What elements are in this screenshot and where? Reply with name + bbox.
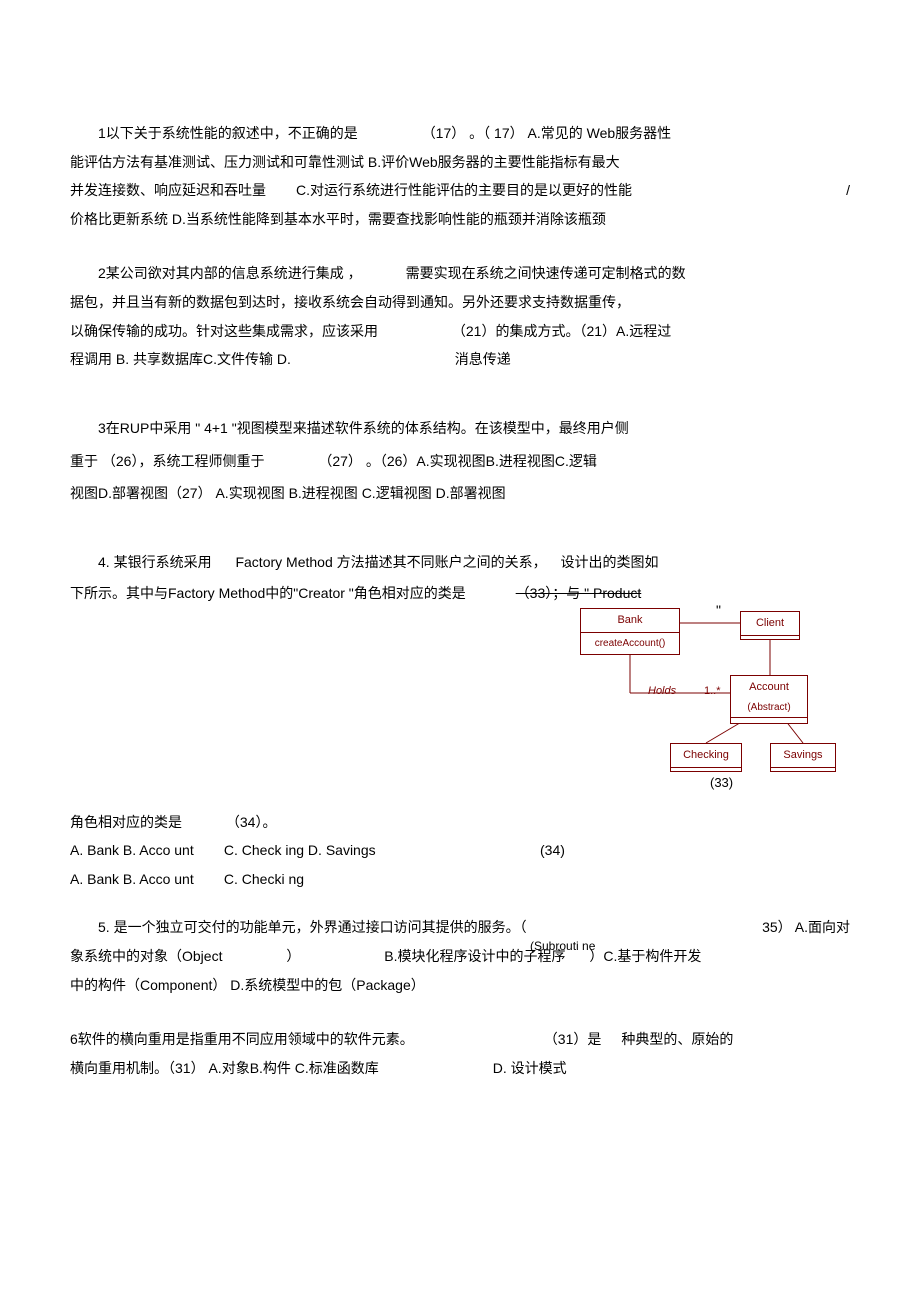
q4-text: A. Bank B. Acco unt: [70, 866, 220, 893]
q4-text: 4. 某银行系统采用: [70, 549, 212, 576]
q6-text: 种典型的、原始的: [621, 1026, 733, 1053]
q4-after-line: 角色相对应的类是 （34）。: [70, 809, 850, 836]
uml-diagram: Bank createAccount() Client Account (Abs…: [560, 603, 850, 793]
uml-bank-method: createAccount(): [581, 633, 679, 654]
q5-text: ）: [286, 943, 300, 970]
q4-text: Factory Method 方法描述其不同账户之间的关系，: [235, 549, 546, 576]
q1-line2: 能评估方法有基准测试、压力测试和可靠性测试 B.评价Web服务器的主要性能指标有…: [70, 149, 850, 176]
q2-line3: 以确保传输的成功。针对这些集成需求，应该采用 （21）的集成方式。（21）A.远…: [70, 318, 850, 345]
q6-text: 横向重用机制。（31） A.对象B.构件 C.标准函数库: [70, 1060, 379, 1076]
q3-line1: 3在RUP中采用 " 4+1 "视图模型来描述软件系统的体系结构。在该模型中，最…: [70, 413, 850, 444]
q1-text: 1以下关于系统性能的叙述中，不正确的是: [70, 120, 358, 147]
q1-text: C.对运行系统进行性能评估的主要目的是以更好的性能: [296, 177, 846, 204]
q5-text: 5. 是一个独立可交付的功能单元，外界通过接口访问其提供的服务。（: [70, 914, 527, 941]
q2-text: 消息传递: [455, 346, 511, 373]
q2-line2: 据包，并且当有新的数据包到达时，接收系统会自动得到通知。另外还要求支持数据重传，: [70, 289, 850, 316]
question-1: 1以下关于系统性能的叙述中，不正确的是 （17） 。（ 17） A.常见的 We…: [70, 120, 850, 232]
uml-savings-label: Savings: [771, 744, 835, 767]
q1-line3: 并发连接数、响应延迟和吞吐量 C.对运行系统进行性能评估的主要目的是以更好的性能…: [70, 177, 850, 204]
uml-holds-label: Holds: [648, 681, 676, 702]
q6-line2: 横向重用机制。（31） A.对象B.构件 C.标准函数库 D. 设计模式: [70, 1055, 850, 1082]
q5-line2: 象系统中的对象（Object ） B.模块化程序设计中的子程序 (Subrout…: [70, 943, 850, 970]
q2-text: 2某公司欲对其内部的信息系统进行集成 ，: [70, 260, 362, 287]
uml-bank: Bank createAccount(): [580, 608, 680, 655]
uml-account: Account (Abstract): [730, 675, 808, 724]
q6-text: （31）是: [544, 1026, 602, 1053]
question-6: 6软件的横向重用是指重用不同应用领域中的软件元素。 （31）是 种典型的、原始的…: [70, 1026, 850, 1081]
q1-line4: 价格比更新系统 D.当系统性能降到基本水平时，需要查找影响性能的瓶颈并消除该瓶颈: [70, 206, 850, 233]
q4-text: （34）。: [226, 809, 277, 836]
uml-client-label: Client: [741, 612, 799, 635]
uml-account-label: Account: [737, 677, 801, 698]
q4-text: (34): [540, 837, 565, 864]
q4-opts33: A. Bank B. Acco unt C. Check ing D. Savi…: [70, 837, 850, 864]
uml-bank-label: Bank: [581, 609, 679, 633]
q4-ref33: (33): [710, 771, 733, 796]
q4-after: 角色相对应的类是 （34）。 A. Bank B. Acco unt C. Ch…: [70, 809, 850, 893]
q2-line1: 2某公司欲对其内部的信息系统进行集成 ， 需要实现在系统之间快速传递可定制格式的…: [70, 260, 850, 287]
uml-checking-label: Checking: [671, 744, 741, 767]
q4-quote: ": [716, 597, 721, 624]
q6-text: 6软件的横向重用是指重用不同应用领域中的软件元素。: [70, 1026, 414, 1053]
uml-account-sub: (Abstract): [737, 698, 801, 717]
q2-text: （21）的集成方式。（21）A.远程过: [452, 318, 671, 345]
q6-text: D. 设计模式: [493, 1055, 567, 1082]
q4-text: 设计出的类图如: [561, 549, 659, 576]
q1-text: 并发连接数、响应延迟和吞吐量: [70, 177, 266, 204]
q4-intro: 4. 某银行系统采用 Factory Method 方法描述其不同账户之间的关系…: [70, 549, 850, 608]
uml-mult-label: 1..*: [704, 681, 721, 702]
q5-line1: 5. 是一个独立可交付的功能单元，外界通过接口访问其提供的服务。（ 35） A.…: [70, 914, 850, 941]
uml-savings: Savings: [770, 743, 836, 772]
q2-text: 程调用 B. 共享数据库C.文件传输 D.: [70, 351, 291, 367]
q3-text: 重于 （26），系统工程师侧重于: [70, 453, 264, 469]
q3-line2: 重于 （26），系统工程师侧重于 （27） 。（26）A.实现视图B.进程视图C…: [70, 446, 850, 477]
uml-checking: Checking: [670, 743, 742, 772]
q5-line3: 中的构件（Component） D.系统模型中的包（Package）: [70, 972, 850, 999]
q1-line1: 1以下关于系统性能的叙述中，不正确的是 （17） 。（ 17） A.常见的 We…: [70, 120, 850, 147]
q4-text: 角色相对应的类是: [70, 814, 182, 830]
question-4: 4. 某银行系统采用 Factory Method 方法描述其不同账户之间的关系…: [70, 549, 850, 892]
question-3: 3在RUP中采用 " 4+1 "视图模型来描述软件系统的体系结构。在该模型中，最…: [70, 413, 850, 509]
q4-line1: 4. 某银行系统采用 Factory Method 方法描述其不同账户之间的关系…: [70, 549, 850, 576]
q4-text: A. Bank B. Acco unt: [70, 837, 220, 864]
q5-text: ）C.基于构件开发: [589, 943, 701, 970]
uml-client: Client: [740, 611, 800, 640]
q2-text: 需要实现在系统之间快速传递可定制格式的数: [406, 260, 686, 287]
q3-line3: 视图D.部署视图（27） A.实现视图 B.进程视图 C.逻辑视图 D.部署视图: [70, 478, 850, 509]
q1-text: （17） 。（ 17） A.常见的 Web服务器性: [422, 120, 671, 147]
q5-text: 35） A.面向对: [762, 914, 850, 941]
q2-line4: 程调用 B. 共享数据库C.文件传输 D. 消息传递: [70, 346, 850, 373]
q2-text: 以确保传输的成功。针对这些集成需求，应该采用: [70, 323, 378, 339]
question-2: 2某公司欲对其内部的信息系统进行集成 ， 需要实现在系统之间快速传递可定制格式的…: [70, 260, 850, 372]
q4-text: C. Check ing D. Savings: [224, 837, 376, 864]
q4-text: C. Checki ng: [224, 866, 304, 893]
q4-text: 下所示。其中与Factory Method中的"Creator "角色相对应的类…: [70, 585, 466, 601]
q4-opts34: A. Bank B. Acco unt C. Checki ng: [70, 866, 850, 893]
q6-line1: 6软件的横向重用是指重用不同应用领域中的软件元素。 （31）是 种典型的、原始的: [70, 1026, 850, 1053]
q5-text: (Subrouti ne: [530, 935, 595, 958]
q5-text: 象系统中的对象（Object: [70, 948, 222, 964]
q1-text: /: [846, 177, 850, 204]
q3-text: （27） 。（26）A.实现视图B.进程视图C.逻辑: [318, 446, 597, 477]
question-5: 5. 是一个独立可交付的功能单元，外界通过接口访问其提供的服务。（ 35） A.…: [70, 914, 850, 998]
